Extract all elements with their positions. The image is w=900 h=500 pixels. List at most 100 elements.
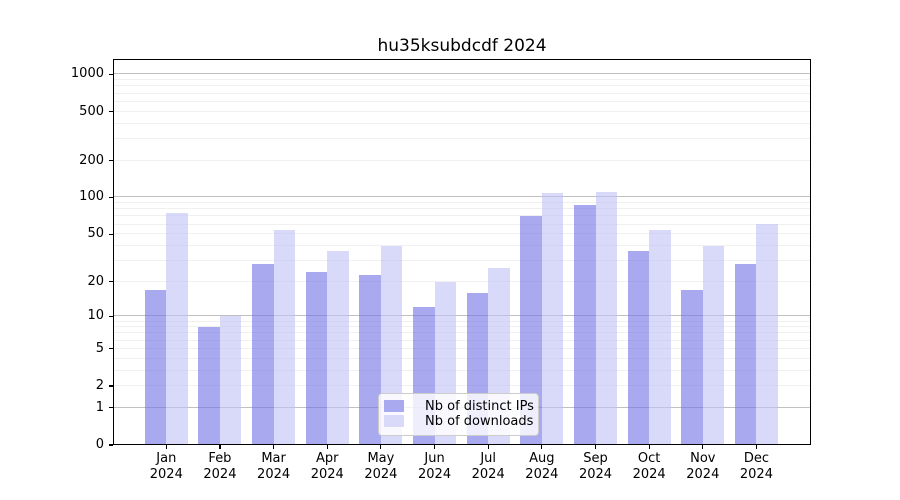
bar-downloads: [327, 251, 349, 445]
y-tick-mark: [109, 407, 113, 409]
y-tick-label: 5: [95, 340, 104, 356]
gridline-minor: [113, 320, 811, 322]
bar-downloads: [166, 212, 188, 445]
gridline-major: [113, 73, 811, 75]
x-tick-year: 2024: [525, 466, 559, 482]
x-tick-mark: [380, 445, 382, 449]
y-tick-label: 0: [95, 437, 104, 452]
legend: Nb of distinct IPs Nb of downloads: [378, 393, 539, 436]
bar-downloads: [595, 191, 617, 445]
gridline-major: [113, 196, 811, 198]
y-tick-mark: [109, 315, 113, 317]
x-tick-label: Aug 2024: [512, 451, 572, 482]
x-tick-month: May: [367, 451, 395, 466]
gridline-minor: [113, 357, 811, 359]
bar-downloads: [702, 245, 725, 445]
bar-downloads: [541, 193, 564, 445]
y-tick-label: 1000: [70, 66, 104, 82]
x-tick-year: 2024: [471, 466, 505, 482]
y-tick-label: 2: [95, 378, 104, 394]
x-tick-label: Mar 2024: [244, 451, 304, 482]
x-tick-mark: [219, 445, 221, 449]
gridline-minor: [113, 122, 811, 124]
bar-distinct-ips: [252, 264, 274, 445]
gridline-minor: [113, 259, 811, 261]
legend-swatch-distinct-ips-icon: [384, 400, 404, 412]
gridline-minor: [113, 223, 811, 225]
gridline-minor: [113, 332, 811, 334]
y-tick-label: 200: [79, 152, 104, 168]
x-tick-month: Aug: [529, 451, 555, 466]
x-tick-year: 2024: [149, 466, 183, 482]
y-tick-label: 1: [95, 399, 104, 415]
x-tick-month: Mar: [261, 451, 286, 466]
y-tick-mark: [109, 444, 113, 446]
x-tick-label: Oct 2024: [619, 451, 679, 482]
x-tick-month: Feb: [208, 451, 232, 466]
bar-distinct-ips: [627, 251, 650, 445]
bar-distinct-ips: [520, 215, 542, 445]
y-tick-label: 100: [79, 189, 104, 205]
gridline-minor: [113, 280, 811, 282]
x-tick-year: 2024: [632, 466, 666, 482]
x-tick-month: Jan: [156, 451, 177, 466]
bar-downloads: [756, 223, 778, 445]
x-tick-mark: [755, 445, 758, 449]
x-tick-month: Dec: [743, 451, 770, 466]
x-tick-mark: [273, 445, 275, 449]
bar-downloads: [219, 316, 242, 445]
y-tick-mark: [109, 159, 113, 162]
x-tick-month: Sep: [583, 451, 608, 466]
x-tick-month: Jun: [424, 451, 445, 466]
gridline-minor: [113, 244, 811, 246]
x-tick-label: Sep 2024: [566, 451, 626, 482]
x-tick-mark: [433, 445, 436, 449]
x-tick-mark: [648, 445, 650, 449]
x-tick-label: Nov 2024: [673, 451, 733, 482]
x-tick-year: 2024: [257, 466, 291, 482]
y-tick-label: 50: [87, 226, 104, 242]
x-tick-label: Jun 2024: [405, 451, 465, 482]
y-tick-mark: [109, 73, 113, 76]
legend-label-distinct-ips: Nb of distinct IPs: [425, 398, 534, 414]
gridline-minor: [113, 326, 811, 328]
y-tick-label: 10: [87, 308, 104, 324]
x-tick-mark: [326, 445, 328, 449]
y-tick-label: 20: [87, 273, 104, 289]
bar-downloads: [273, 230, 296, 445]
gridline-minor: [113, 110, 811, 112]
gridline-minor: [113, 202, 811, 204]
x-tick-label: Jan 2024: [136, 451, 196, 482]
chart-title: hu35ksubdcdf 2024: [377, 36, 547, 56]
bar-distinct-ips: [359, 274, 381, 445]
gridline-minor: [113, 347, 811, 349]
legend-label-downloads: Nb of downloads: [425, 413, 534, 429]
x-tick-label: Feb 2024: [190, 451, 250, 482]
bar-distinct-ips: [734, 264, 757, 445]
gridline-minor: [113, 233, 811, 235]
gridline-minor: [113, 159, 811, 161]
bar-downloads: [649, 230, 671, 445]
x-tick-month: Nov: [690, 451, 716, 466]
x-tick-month: Jul: [480, 451, 497, 466]
bar-distinct-ips: [574, 205, 596, 445]
plot-area: [113, 59, 811, 445]
gridline-minor: [113, 385, 811, 387]
x-tick-mark: [487, 445, 489, 449]
x-tick-year: 2024: [418, 466, 452, 482]
x-tick-label: Jul 2024: [458, 451, 518, 482]
x-tick-year: 2024: [364, 466, 398, 482]
y-tick-mark: [109, 281, 113, 283]
y-tick-mark: [109, 348, 113, 350]
bar-distinct-ips: [305, 272, 328, 445]
gridline-minor: [113, 100, 811, 102]
x-tick-year: 2024: [578, 466, 613, 482]
x-tick-label: May 2024: [351, 451, 411, 482]
x-tick-mark: [165, 445, 167, 449]
gridline-minor: [113, 92, 811, 94]
x-tick-year: 2024: [739, 466, 773, 482]
y-tick-mark: [109, 233, 113, 235]
x-tick-month: Apr: [316, 451, 339, 466]
gridline-minor: [113, 215, 811, 217]
